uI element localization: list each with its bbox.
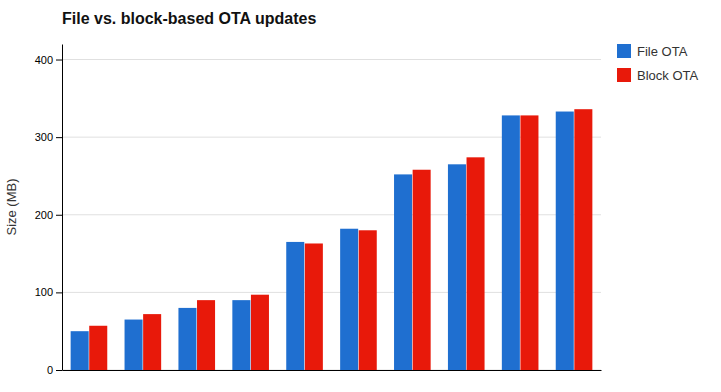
y-tick-label: 400 <box>35 54 53 66</box>
bar <box>89 326 107 370</box>
y-tick-label: 0 <box>47 364 53 376</box>
y-tick: 0 <box>47 364 62 376</box>
bar <box>520 115 538 370</box>
y-tick-mark <box>56 60 62 61</box>
bar-series <box>89 109 592 370</box>
bar <box>143 314 161 370</box>
grid-line <box>62 370 601 371</box>
grid-line <box>62 214 601 215</box>
y-tick-mark <box>56 215 62 216</box>
plot-area: 0 100 200 300 400 <box>35 45 602 377</box>
grid-line <box>62 292 601 293</box>
grid-line <box>62 137 601 138</box>
x-axis <box>63 370 602 372</box>
bar <box>413 170 431 370</box>
y-tick-label: 200 <box>35 209 53 221</box>
bar <box>71 331 89 370</box>
bar <box>232 300 250 370</box>
legend-label: Block OTA <box>637 68 698 83</box>
bar <box>502 115 520 370</box>
y-tick-mark <box>56 370 62 371</box>
y-axis: 0 100 200 300 400 <box>35 45 63 377</box>
legend-swatch <box>617 44 631 58</box>
legend-item: Block OTA <box>617 68 698 83</box>
bar <box>125 320 143 370</box>
bar <box>178 308 196 370</box>
grid <box>62 60 601 370</box>
bar <box>467 157 485 370</box>
grid-line <box>62 59 601 60</box>
y-tick: 300 <box>35 131 62 143</box>
bar <box>197 300 215 370</box>
bar <box>340 229 358 370</box>
bar <box>394 174 412 370</box>
y-axis-title: Size (MB) <box>4 178 19 235</box>
chart-svg: 0 100 200 300 400 File vs. block-based OTA up… <box>0 0 721 392</box>
legend-label: File OTA <box>637 44 688 59</box>
bar <box>286 242 304 370</box>
bar <box>251 295 269 370</box>
y-tick: 200 <box>35 209 62 221</box>
bars <box>71 109 593 370</box>
legend-item: File OTA <box>617 44 688 59</box>
bar <box>305 243 323 370</box>
x-axis-line <box>63 370 602 371</box>
y-tick-mark <box>56 292 62 293</box>
bar <box>448 164 466 370</box>
y-axis-line <box>62 45 63 371</box>
bar <box>556 112 574 370</box>
y-tick: 100 <box>35 286 62 298</box>
bar <box>574 109 592 370</box>
bar-series <box>71 112 574 370</box>
title: File vs. block-based OTA updates <box>62 10 316 27</box>
y-tick-mark <box>56 137 62 138</box>
y-tick-label: 300 <box>35 131 53 143</box>
y-tick-label: 100 <box>35 286 53 298</box>
y-tick: 400 <box>35 54 62 66</box>
legend-swatch <box>617 68 631 82</box>
chart-container: 0 100 200 300 400 File vs. block-based OTA up… <box>0 0 721 392</box>
legend: File OTA Block OTA <box>617 44 698 83</box>
bar <box>359 230 377 370</box>
